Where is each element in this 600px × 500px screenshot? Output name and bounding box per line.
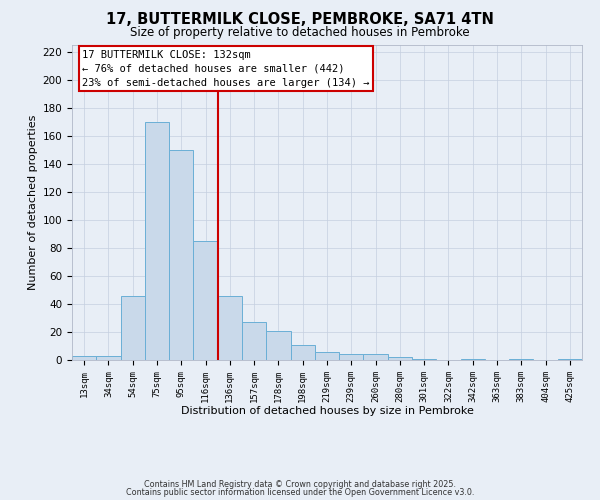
Bar: [290, 344, 315, 360]
Text: 17 BUTTERMILK CLOSE: 132sqm
← 76% of detached houses are smaller (442)
23% of se: 17 BUTTERMILK CLOSE: 132sqm ← 76% of det…: [82, 50, 370, 88]
Text: 17, BUTTERMILK CLOSE, PEMBROKE, SA71 4TN: 17, BUTTERMILK CLOSE, PEMBROKE, SA71 4TN: [106, 12, 494, 28]
Bar: [242, 322, 266, 360]
Y-axis label: Number of detached properties: Number of detached properties: [28, 115, 38, 290]
Bar: [509, 358, 533, 360]
Bar: [388, 357, 412, 360]
Bar: [461, 358, 485, 360]
Bar: [121, 296, 145, 360]
Bar: [193, 241, 218, 360]
Bar: [218, 296, 242, 360]
Text: Size of property relative to detached houses in Pembroke: Size of property relative to detached ho…: [130, 26, 470, 39]
Bar: [412, 358, 436, 360]
Bar: [558, 358, 582, 360]
Bar: [339, 354, 364, 360]
Bar: [266, 330, 290, 360]
Bar: [72, 356, 96, 360]
X-axis label: Distribution of detached houses by size in Pembroke: Distribution of detached houses by size …: [181, 406, 473, 416]
Text: Contains HM Land Registry data © Crown copyright and database right 2025.: Contains HM Land Registry data © Crown c…: [144, 480, 456, 489]
Text: Contains public sector information licensed under the Open Government Licence v3: Contains public sector information licen…: [126, 488, 474, 497]
Bar: [96, 356, 121, 360]
Bar: [145, 122, 169, 360]
Bar: [364, 354, 388, 360]
Bar: [169, 150, 193, 360]
Bar: [315, 352, 339, 360]
